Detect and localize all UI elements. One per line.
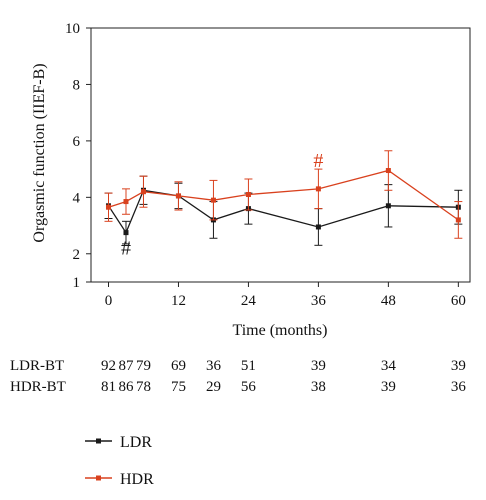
chart-marks: ## xyxy=(104,150,463,260)
data-point xyxy=(175,193,181,199)
at-risk-table: LDR-BT 92 87 79 69 36 51 39 34 39 HDR-BT 81 86 78 75 29… xyxy=(10,358,466,395)
at-risk-count: 78 xyxy=(136,379,151,395)
at-risk-count: 38 xyxy=(311,379,326,395)
at-risk-count: 29 xyxy=(206,379,221,395)
x-tick-label: 48 xyxy=(381,293,396,309)
legend-label: HDR xyxy=(120,471,154,488)
at-risk-count: 79 xyxy=(136,358,151,374)
significance-marker: # xyxy=(313,150,323,172)
significance-marker: # xyxy=(121,238,131,260)
x-tick-label: 36 xyxy=(311,293,327,309)
data-point xyxy=(210,197,216,203)
data-point xyxy=(140,189,146,195)
legend-marker xyxy=(96,438,101,444)
legend-label: LDR xyxy=(120,434,152,451)
y-tick-label: 8 xyxy=(73,77,81,93)
legend: LDR HDR xyxy=(85,434,154,488)
at-risk-count: 36 xyxy=(206,358,222,374)
x-tick-label: 12 xyxy=(171,293,186,309)
at-risk-count: 81 xyxy=(101,379,116,395)
x-axis-label: Time (months) xyxy=(233,322,328,339)
at-risk-count: 34 xyxy=(381,358,397,374)
y-tick-label: 1 xyxy=(73,275,81,291)
data-point xyxy=(315,224,321,230)
data-point xyxy=(385,203,391,209)
at-risk-count: 75 xyxy=(171,379,186,395)
series-line xyxy=(108,169,459,221)
at-risk-count: 56 xyxy=(241,379,257,395)
data-point xyxy=(455,217,461,223)
x-tick-label: 24 xyxy=(241,293,257,309)
x-tick-label: 60 xyxy=(451,293,466,309)
data-point xyxy=(315,186,321,192)
at-risk-count: 92 xyxy=(101,358,116,374)
at-risk-count: 39 xyxy=(381,379,396,395)
series-line xyxy=(107,189,459,234)
legend-marker xyxy=(96,475,101,481)
at-risk-count: 87 xyxy=(118,358,134,374)
plot-frame xyxy=(90,27,471,283)
data-point xyxy=(123,230,129,236)
y-tick-label: 6 xyxy=(73,134,81,150)
x-tick-label: 0 xyxy=(105,293,113,309)
y-tick-label: 10 xyxy=(65,21,80,37)
at-risk-count: 39 xyxy=(451,358,466,374)
data-point xyxy=(245,192,251,198)
data-point xyxy=(105,204,111,210)
data-point xyxy=(123,199,129,205)
y-tick-label: 2 xyxy=(73,247,81,263)
data-point xyxy=(385,168,391,174)
at-risk-count: 39 xyxy=(311,358,326,374)
at-risk-count: 86 xyxy=(118,379,134,395)
y-tick-label: 4 xyxy=(73,190,81,206)
series-hdr xyxy=(104,150,463,239)
at-risk-count: 69 xyxy=(171,358,186,374)
at-risk-count: 51 xyxy=(241,358,256,374)
y-axis-label: Orgasmic function (IIEF-B) xyxy=(31,63,48,242)
at-risk-row-label: HDR-BT xyxy=(10,379,66,395)
at-risk-count: 36 xyxy=(451,379,467,395)
at-risk-row-label: LDR-BT xyxy=(10,358,64,374)
series-ldr xyxy=(104,175,463,246)
